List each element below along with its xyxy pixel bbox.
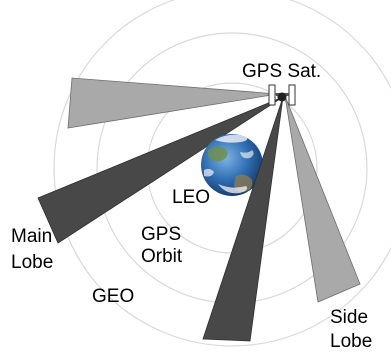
main-lobe-label-line2: Lobe — [11, 252, 53, 273]
side-lobe-right — [284, 95, 361, 303]
main-lobe-left — [37, 96, 284, 244]
geo-label: GEO — [92, 286, 134, 307]
gps-orbit-label-line2: Orbit — [141, 246, 183, 267]
gps-satellite-label: GPS Sat. — [242, 61, 321, 82]
upper-side-lobe — [67, 77, 279, 129]
geo-orbit-circle — [53, 0, 391, 347]
earth-globe — [201, 134, 263, 196]
gps-satellite-icon — [268, 84, 296, 106]
main-lobe-bottom — [202, 96, 284, 342]
main-lobe-label-line1: Main — [11, 226, 52, 247]
gps-orbit-label-line1: GPS — [141, 224, 181, 245]
side-lobe-label-line1: Side — [330, 307, 368, 328]
side-lobe-label-line2: Lobe — [330, 331, 372, 352]
leo-label: LEO — [172, 187, 210, 208]
